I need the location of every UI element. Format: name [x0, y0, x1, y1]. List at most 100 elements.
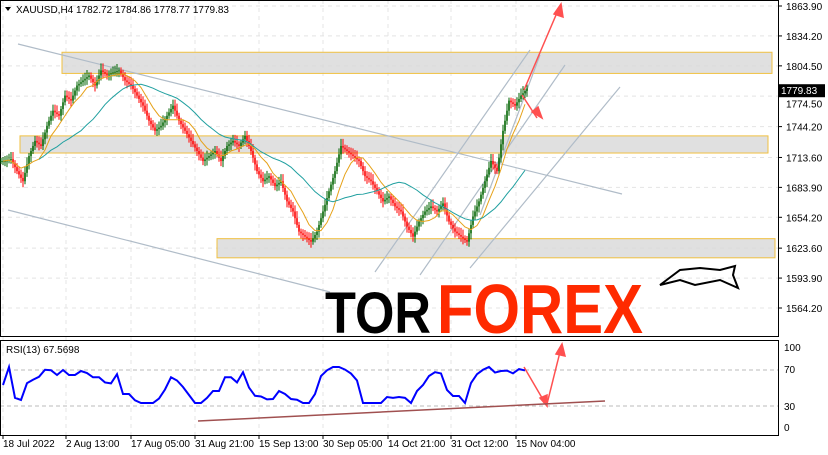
- candle-body: [458, 233, 460, 235]
- candle-body: [60, 109, 62, 116]
- y-tick-label: 1774.50: [786, 100, 823, 111]
- candle-body: [64, 95, 66, 103]
- candle-body: [230, 142, 232, 145]
- candle-body: [32, 145, 34, 152]
- candle-body: [526, 88, 528, 91]
- candle-body: [426, 209, 428, 212]
- candle-body: [176, 110, 178, 116]
- candle-body: [160, 125, 162, 128]
- candle-body: [78, 83, 80, 86]
- candle-body: [444, 203, 446, 210]
- candle-body: [282, 181, 284, 188]
- candle-body: [26, 164, 28, 173]
- dropdown-triangle-icon[interactable]: [5, 7, 11, 11]
- candle-body: [44, 132, 46, 140]
- candle-body: [516, 102, 518, 106]
- candle-body: [276, 184, 278, 187]
- candle-body: [42, 139, 44, 146]
- candle-body: [462, 236, 464, 239]
- candle-body: [474, 211, 476, 217]
- candle-body: [372, 181, 374, 185]
- candle-body: [478, 201, 480, 207]
- candle-body: [390, 196, 392, 200]
- rsi-line: [2, 363, 526, 406]
- candle-body: [182, 124, 184, 128]
- candle-body: [210, 154, 212, 157]
- trendline[interactable]: [374, 49, 531, 273]
- candle-body: [238, 144, 240, 146]
- candle-body: [204, 159, 206, 162]
- candle-body: [440, 206, 442, 209]
- rsi-trendline[interactable]: [197, 400, 606, 422]
- candle-body: [322, 211, 324, 219]
- rsi-level-0: 0: [784, 423, 790, 434]
- candle-body: [76, 85, 78, 91]
- candle-body: [306, 236, 308, 239]
- y-tick-label: 1713.60: [786, 153, 823, 164]
- candle-body: [200, 154, 202, 158]
- y-tick-label: 1564.20: [786, 304, 823, 315]
- candle-body: [246, 135, 248, 141]
- candle-body: [288, 201, 290, 205]
- candle-body: [96, 80, 98, 86]
- trendline[interactable]: [7, 209, 331, 293]
- candle-body: [466, 240, 468, 242]
- candle-body: [12, 159, 14, 164]
- candle-body: [460, 234, 462, 237]
- candle-body: [290, 204, 292, 209]
- candle-body: [144, 105, 146, 111]
- candle-body: [494, 164, 496, 168]
- candle-body: [386, 198, 388, 200]
- candle-body: [56, 112, 58, 115]
- trendline[interactable]: [479, 54, 541, 216]
- candle-body: [380, 194, 382, 199]
- candle-body: [348, 151, 350, 153]
- y-tick-label: 1593.90: [786, 274, 823, 285]
- candle-body: [178, 115, 180, 121]
- candle-body: [30, 151, 32, 157]
- candle-body: [340, 145, 342, 155]
- candle-body: [202, 157, 204, 162]
- candle-body: [126, 80, 128, 83]
- candle-body: [154, 127, 156, 131]
- price-zone[interactable]: [19, 135, 769, 154]
- rsi-level-30: 30: [784, 402, 796, 413]
- candle-body: [480, 194, 482, 202]
- candle-body: [406, 221, 408, 227]
- candle-body: [302, 233, 304, 235]
- candle-body: [158, 127, 160, 130]
- candle-body: [266, 177, 268, 180]
- price-zone[interactable]: [61, 51, 773, 74]
- candle-body: [234, 140, 236, 143]
- candle-body: [334, 171, 336, 178]
- candle-body: [192, 140, 194, 145]
- candle-body: [452, 224, 454, 229]
- candle-body: [208, 156, 210, 158]
- x-tick-label: 14 Oct 21:00: [388, 439, 446, 450]
- candle-body: [142, 102, 144, 106]
- candle-body: [332, 177, 334, 185]
- candle-body: [184, 127, 186, 131]
- trendline[interactable]: [419, 64, 566, 276]
- candle-body: [46, 125, 48, 133]
- arrow-head-icon: [552, 2, 564, 19]
- candle-body: [430, 206, 432, 209]
- candle-body: [260, 174, 262, 178]
- candle-body: [354, 156, 356, 158]
- candle-body: [378, 191, 380, 195]
- candle-body: [106, 73, 108, 76]
- candle-body: [198, 151, 200, 155]
- trendline[interactable]: [469, 86, 621, 269]
- price-zone[interactable]: [216, 238, 776, 259]
- candle-body: [272, 179, 274, 183]
- candle-body: [508, 100, 510, 111]
- candle-body: [442, 203, 444, 207]
- candle-body: [90, 75, 92, 79]
- candle-body: [262, 177, 264, 182]
- candle-body: [104, 72, 106, 74]
- candle-body: [156, 129, 158, 131]
- candle-body: [500, 144, 502, 158]
- candle-body: [362, 166, 364, 172]
